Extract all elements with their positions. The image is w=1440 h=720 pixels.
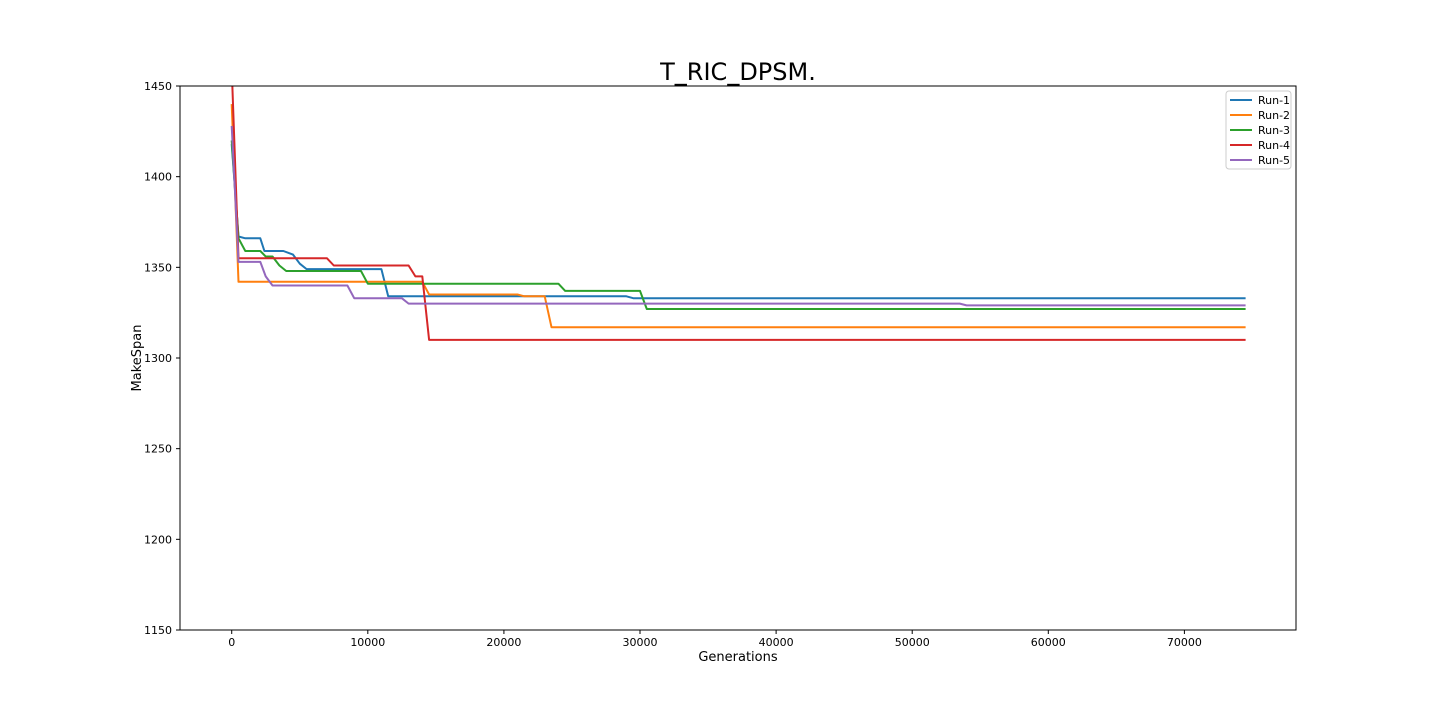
- legend-label: Run-3: [1258, 124, 1290, 137]
- legend-label: Run-1: [1258, 94, 1290, 107]
- y-axis-ticks: 1150 1200 1250 1300 1350 1400 1450: [144, 80, 180, 637]
- x-tick-label: 10000: [350, 636, 385, 649]
- y-axis-label: MakeSpan: [130, 325, 145, 392]
- y-tick-label: 1450: [144, 80, 172, 93]
- y-tick-label: 1250: [144, 443, 172, 456]
- series-layer: [230, 86, 1246, 341]
- y-tick-label: 1150: [144, 624, 172, 637]
- x-tick-label: 50000: [895, 636, 930, 649]
- series-line-run-3: [230, 140, 1246, 310]
- series-line-run-5: [230, 125, 1246, 307]
- legend: Run-1 Run-2 Run-3 Run-4 Run-5: [1225, 90, 1292, 170]
- y-tick-label: 1350: [144, 261, 172, 274]
- legend-label: Run-2: [1258, 109, 1290, 122]
- x-tick-label: 70000: [1167, 636, 1202, 649]
- y-tick-label: 1400: [144, 171, 172, 184]
- y-tick-label: 1300: [144, 352, 172, 365]
- legend-label: Run-5: [1258, 154, 1290, 167]
- x-tick-label: 40000: [759, 636, 794, 649]
- x-tick-label: 60000: [1031, 636, 1066, 649]
- x-axis-label: Generations: [698, 650, 778, 665]
- legend-label: Run-4: [1258, 139, 1290, 152]
- chart-title: T_RIC_DPSM.: [659, 58, 816, 86]
- legend-box: [1225, 90, 1292, 170]
- x-tick-label: 20000: [486, 636, 521, 649]
- x-axis-ticks: 0 10000 20000 30000 40000 50000 60000 70000: [228, 630, 1202, 649]
- x-tick-label: 0: [228, 636, 235, 649]
- y-tick-label: 1200: [144, 533, 172, 546]
- x-tick-label: 30000: [623, 636, 658, 649]
- series-line-run-4: [231, 86, 1246, 341]
- series-line-run-2: [230, 104, 1246, 329]
